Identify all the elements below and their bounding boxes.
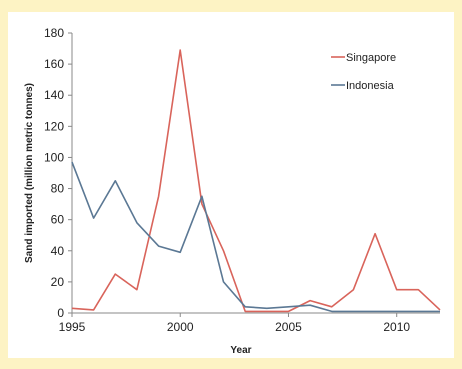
x-tick-label: 2005 [275, 320, 302, 334]
legend: Singapore Indonesia [331, 52, 396, 92]
y-axis-title: Sand imported (million metric tonnes) [24, 83, 35, 263]
y-tick-label: 120 [44, 119, 64, 133]
x-tick-label: 1995 [59, 320, 86, 334]
legend-label-indonesia: Indonesia [346, 80, 395, 92]
x-tick-label: 2010 [383, 320, 410, 334]
x-tick-label: 2000 [167, 320, 194, 334]
series-lines [71, 49, 441, 313]
y-tick-label: 60 [51, 213, 65, 227]
series-line-indonesia [71, 161, 440, 313]
y-ticks: 0 20 40 60 80 100 120 140 160 180 [44, 26, 72, 320]
series-line-singapore [71, 49, 441, 313]
y-tick-label: 140 [44, 88, 64, 102]
y-tick-label: 20 [51, 275, 65, 289]
y-tick-label: 40 [51, 244, 65, 258]
x-ticks: 1995 2000 2005 2010 [59, 313, 410, 334]
chart-figure: 0 20 40 60 80 100 120 140 160 180 1995 2000 2005 201… [8, 12, 454, 358]
axes [71, 33, 440, 314]
y-tick-label: 180 [44, 26, 64, 40]
legend-label-singapore: Singapore [346, 52, 396, 64]
y-tick-label: 80 [51, 182, 65, 196]
line-chart: 0 20 40 60 80 100 120 140 160 180 1995 2000 2005 201… [24, 26, 441, 356]
y-tick-label: 160 [44, 57, 64, 71]
y-tick-label: 100 [44, 150, 64, 164]
y-tick-label: 0 [57, 306, 64, 320]
x-axis-title: Year [230, 345, 251, 356]
